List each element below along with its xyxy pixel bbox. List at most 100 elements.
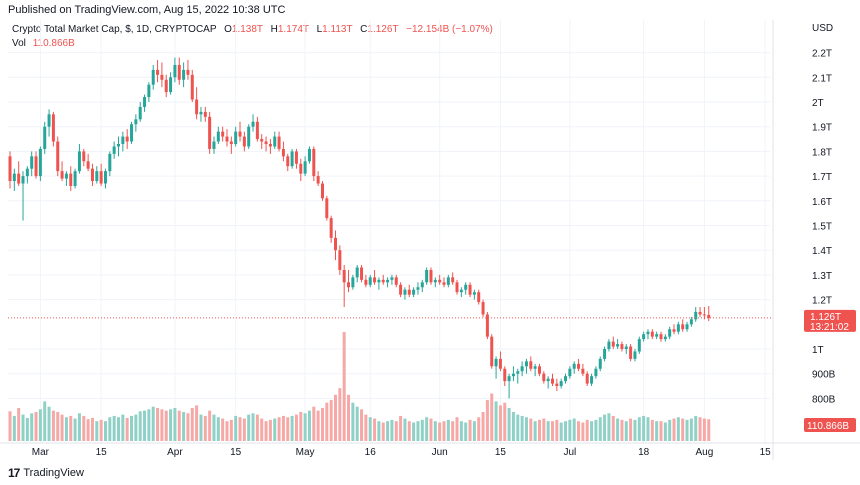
volume-bar	[203, 415, 207, 441]
candle-body	[368, 277, 372, 285]
volume-bar	[307, 410, 311, 441]
candle-body	[121, 136, 125, 144]
volume-bar	[655, 421, 659, 441]
volume-bar	[225, 421, 229, 441]
candle-body	[503, 368, 507, 382]
volume-bar	[646, 417, 650, 441]
candle-body	[190, 74, 194, 100]
last-volume-badge	[804, 418, 856, 432]
candle-body	[629, 346, 633, 359]
candle-body	[468, 284, 472, 295]
volume-bar	[242, 418, 246, 441]
volume-bar	[34, 411, 38, 441]
volume-bar	[21, 414, 25, 441]
volume-bar	[702, 418, 706, 441]
candle-body	[498, 358, 502, 369]
volume-bar	[134, 414, 138, 441]
y-tick-label: 1.5T	[812, 222, 832, 233]
open-label: O	[224, 24, 232, 35]
candle-body	[242, 136, 246, 147]
candle-body	[268, 143, 272, 147]
volume-bar	[25, 417, 29, 441]
last-price-label: 1.126T	[810, 312, 841, 323]
volume-bar	[320, 408, 324, 441]
candle-body	[672, 329, 676, 332]
candle-body	[260, 139, 264, 142]
volume-bar	[342, 332, 346, 441]
candle-body	[160, 74, 164, 80]
volume-bar	[86, 419, 90, 441]
candle-body	[30, 156, 34, 169]
last-price-badge	[804, 309, 856, 332]
volume-bar	[542, 418, 546, 441]
candle-body	[82, 151, 86, 162]
candle-body	[103, 171, 107, 184]
volume-bar	[433, 421, 437, 441]
candle-body	[195, 99, 199, 115]
candle-body	[455, 282, 459, 293]
volume-bar	[498, 405, 502, 441]
candle-body	[364, 279, 368, 285]
x-tick-label: 15	[230, 447, 242, 458]
candle-body	[477, 292, 481, 303]
candle-body	[216, 131, 220, 142]
candle-body	[620, 344, 624, 349]
candle-body	[134, 119, 138, 125]
volume-bar	[294, 414, 298, 441]
volume-bar	[47, 406, 51, 441]
candle-body	[186, 69, 190, 75]
y-tick-label: 1T	[812, 345, 824, 356]
candle-body	[307, 148, 311, 162]
candle-body	[650, 331, 654, 337]
volume-bar	[464, 422, 468, 441]
candle-body	[537, 366, 541, 374]
volume-bar	[56, 411, 60, 441]
volume-bar	[355, 406, 359, 441]
volume-bar	[121, 414, 125, 441]
candle-body	[585, 373, 589, 384]
volume-bar	[151, 406, 155, 441]
candle-body	[338, 250, 342, 270]
volume-bar	[485, 400, 489, 441]
currency-label: USD	[812, 23, 833, 34]
volume-bar	[494, 401, 498, 441]
volume-bar	[173, 408, 177, 441]
volume-bar	[247, 414, 251, 441]
volume-bar	[130, 415, 134, 441]
high-label: H	[270, 24, 278, 35]
candle-body	[446, 277, 450, 285]
volume-bar	[585, 419, 589, 441]
volume-bar	[407, 421, 411, 441]
volume-bar	[199, 414, 203, 441]
x-tick-label: 18	[638, 447, 650, 458]
volume-bar	[455, 417, 459, 441]
volume-bar	[551, 421, 554, 441]
candle-body	[312, 148, 316, 177]
volume-bar	[103, 421, 107, 441]
volume-bar	[459, 421, 463, 441]
volume-bar	[99, 419, 103, 441]
volume-bar	[555, 419, 559, 441]
volume-bar	[360, 409, 364, 441]
volume-bar	[472, 421, 476, 441]
volume-bar	[234, 415, 238, 441]
candle-body	[255, 121, 259, 140]
candle-body	[281, 148, 285, 157]
low-label: L	[316, 24, 323, 35]
volume-bar	[507, 408, 511, 441]
volume-value: 110.866B	[32, 38, 75, 49]
tradingview-footer[interactable]: 17 TradingView	[8, 466, 84, 480]
volume-bar	[186, 413, 190, 441]
volume-bar	[429, 418, 433, 441]
candle-body	[286, 156, 290, 167]
volume-bar	[138, 411, 142, 441]
y-tick-label: 1.7T	[812, 172, 832, 183]
volume-bar	[112, 415, 116, 441]
candle-body	[8, 156, 12, 182]
volume-bar	[659, 421, 663, 441]
volume-bar	[524, 417, 528, 441]
candle-body	[603, 349, 607, 359]
volume-bar	[90, 417, 94, 441]
candle-body	[325, 198, 329, 219]
